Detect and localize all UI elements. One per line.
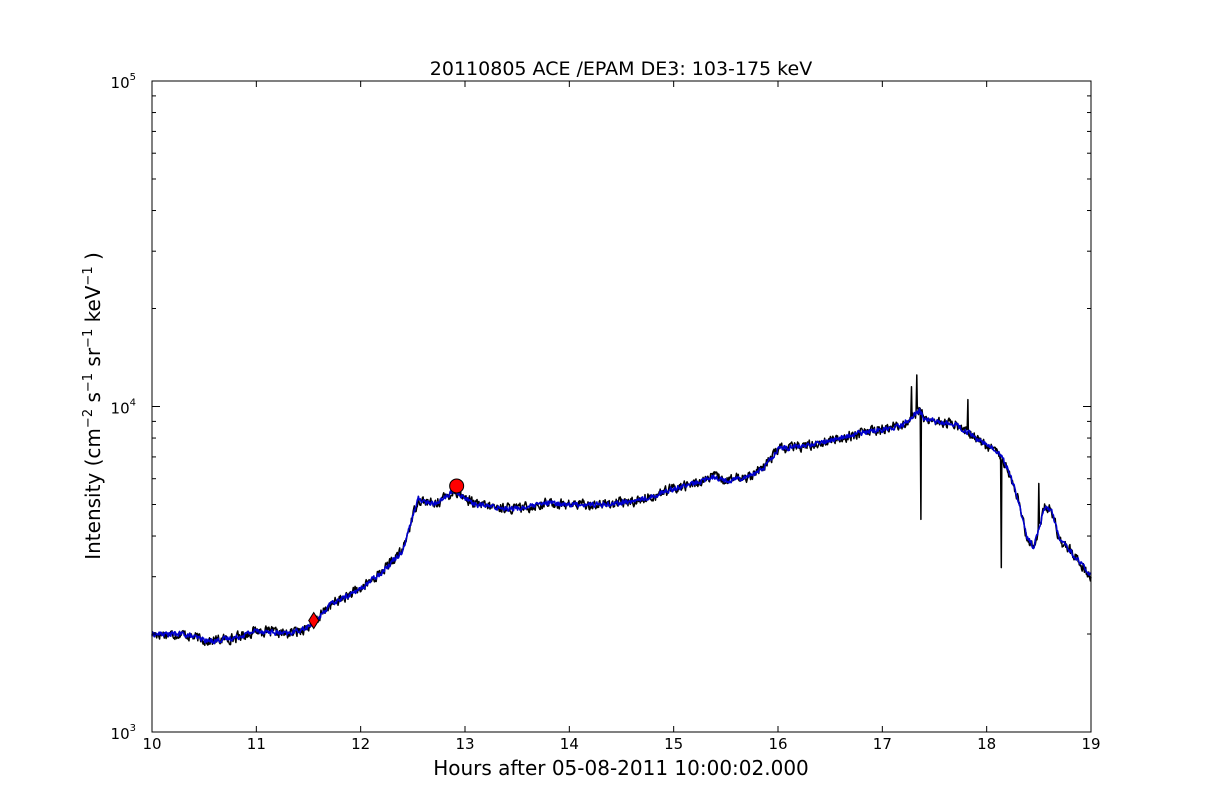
y-label-part: ) <box>81 252 105 266</box>
tick-layer: 10 11 12 13 14 15 16 17 18 19 103 104 105 <box>111 72 1101 753</box>
x-axis-label: Hours after 05-08-2011 10:00:02.000 <box>433 756 809 780</box>
x-tick-label: 10 <box>142 735 161 753</box>
y-label-exponent: −1 <box>81 266 96 285</box>
y-tick-label: 104 <box>111 398 136 418</box>
y-label-part: sr <box>81 347 105 373</box>
y-label-part: keV <box>81 285 105 329</box>
y-tick-label: 105 <box>111 72 136 92</box>
y-label-exponent: −1 <box>81 373 96 392</box>
chart-title: 20110805 ACE /EPAM DE3: 103-175 keV <box>430 58 812 80</box>
y-tick-label: 103 <box>111 723 136 743</box>
x-tick-label: 15 <box>664 735 683 753</box>
event-marker-circle <box>449 478 465 494</box>
y-axis-label: Intensity (cm−2 s−1 sr−1 keV−1 ) <box>81 252 105 560</box>
x-tick-label: 14 <box>560 735 579 753</box>
event-marker-diamond <box>308 611 320 630</box>
marker-layer <box>308 478 465 630</box>
y-label-exponent: −1 <box>81 329 96 348</box>
plot-area: 10 11 12 13 14 15 16 17 18 19 103 104 105 <box>111 72 1101 753</box>
x-tick-label: 12 <box>351 735 370 753</box>
x-tick-label: 11 <box>247 735 266 753</box>
y-label-part: s <box>81 392 105 409</box>
x-tick-label: 19 <box>1081 735 1100 753</box>
y-label-exponent: −2 <box>81 409 96 428</box>
x-tick-label: 17 <box>873 735 892 753</box>
series-layer <box>151 374 1092 647</box>
series-line-smoothed <box>151 407 1092 645</box>
x-tick-label: 18 <box>977 735 996 753</box>
x-tick-label: 13 <box>455 735 474 753</box>
x-tick-label: 16 <box>768 735 787 753</box>
axes-background <box>152 81 1091 732</box>
y-label-part: Intensity (cm <box>81 428 105 560</box>
